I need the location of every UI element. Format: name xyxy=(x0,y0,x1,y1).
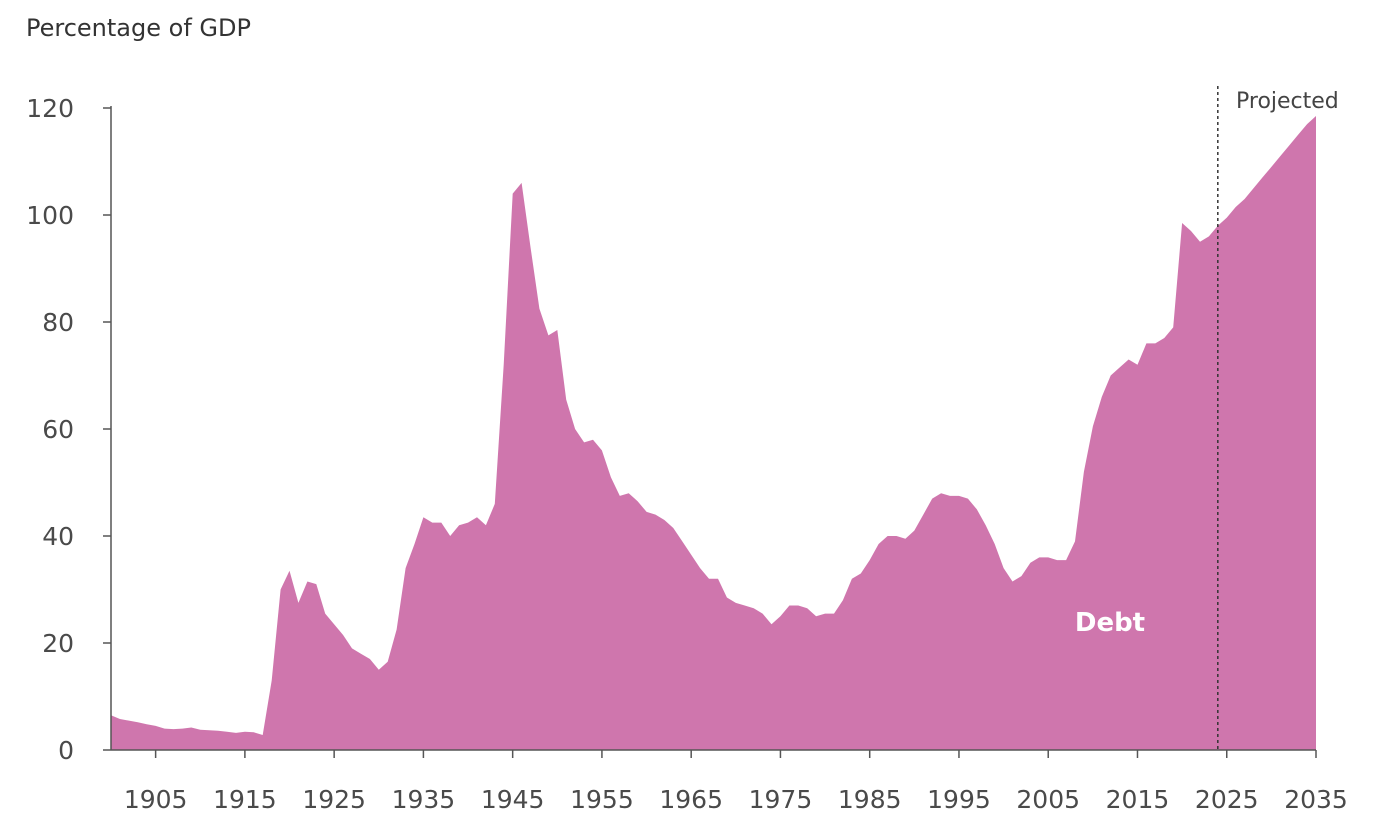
x-tick-label: 1995 xyxy=(927,785,991,814)
y-axis-label: Percentage of GDP xyxy=(26,14,251,42)
projected-label: Projected xyxy=(1236,89,1339,114)
x-tick-label: 2005 xyxy=(1016,785,1080,814)
y-tick-label: 60 xyxy=(42,415,74,444)
y-tick-label: 120 xyxy=(26,94,74,123)
x-tick-label: 1955 xyxy=(570,785,634,814)
y-tick-label: 80 xyxy=(42,308,74,337)
y-tick-label: 20 xyxy=(42,629,74,658)
y-tick-label: 40 xyxy=(42,522,74,551)
series-label-debt: Debt xyxy=(1075,608,1145,638)
y-tick-label: 0 xyxy=(58,736,74,765)
x-tick-label: 1915 xyxy=(213,785,277,814)
x-tick-label: 1965 xyxy=(659,785,723,814)
x-tick-label: 1905 xyxy=(124,785,188,814)
debt-area xyxy=(111,116,1316,750)
x-tick-label: 2015 xyxy=(1106,785,1170,814)
x-tick-label: 1925 xyxy=(302,785,366,814)
x-tick-label: 1945 xyxy=(481,785,545,814)
x-tick-label: 1935 xyxy=(392,785,456,814)
x-tick-label: 2025 xyxy=(1195,785,1259,814)
x-tick-label: 1975 xyxy=(749,785,813,814)
y-tick-label: 100 xyxy=(26,201,74,230)
x-tick-label: 2035 xyxy=(1284,785,1348,814)
x-tick-label: 1985 xyxy=(838,785,902,814)
